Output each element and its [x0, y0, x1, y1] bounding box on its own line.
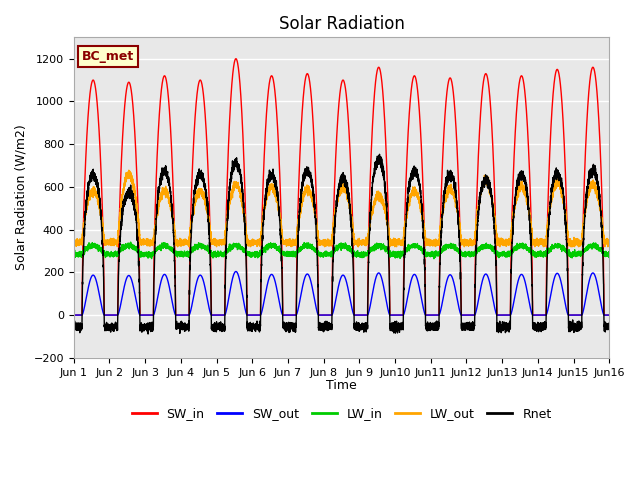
- LW_in: [127, 239, 134, 245]
- LW_out: [605, 240, 613, 246]
- SW_in: [605, 312, 613, 318]
- SW_out: [232, 269, 240, 275]
- LW_in: [430, 256, 438, 262]
- LW_in: [477, 246, 484, 252]
- Line: LW_in: LW_in: [74, 242, 609, 259]
- Legend: SW_in, SW_out, LW_in, LW_out, Rnet: SW_in, SW_out, LW_in, LW_out, Rnet: [127, 403, 557, 425]
- Rnet: [70, 325, 77, 331]
- LW_out: [70, 239, 77, 244]
- SW_in: [461, 312, 469, 318]
- SW_in: [576, 312, 584, 318]
- Rnet: [252, 321, 260, 327]
- SW_out: [323, 312, 331, 318]
- Line: LW_out: LW_out: [74, 170, 609, 247]
- LW_out: [173, 244, 181, 250]
- SW_in: [323, 312, 331, 318]
- SW_out: [252, 312, 260, 318]
- LW_out: [252, 239, 260, 244]
- SW_out: [70, 312, 77, 318]
- Rnet: [461, 327, 469, 333]
- LW_in: [70, 252, 77, 257]
- LW_in: [252, 250, 260, 255]
- Rnet: [144, 331, 152, 337]
- Rnet: [477, 193, 484, 199]
- Rnet: [583, 190, 591, 195]
- LW_out: [477, 192, 484, 197]
- Title: Solar Radiation: Solar Radiation: [278, 15, 404, 33]
- X-axis label: Time: Time: [326, 379, 357, 392]
- SW_out: [476, 288, 484, 293]
- Line: SW_in: SW_in: [74, 59, 609, 315]
- LW_out: [323, 241, 331, 247]
- LW_out: [461, 239, 469, 245]
- LW_out: [577, 238, 584, 244]
- Text: BC_met: BC_met: [82, 50, 134, 63]
- LW_out: [125, 168, 132, 173]
- LW_in: [583, 247, 591, 252]
- Rnet: [605, 322, 613, 328]
- LW_in: [323, 252, 331, 257]
- SW_out: [583, 290, 591, 296]
- LW_out: [583, 199, 591, 205]
- SW_in: [70, 312, 77, 318]
- SW_out: [576, 312, 584, 318]
- Y-axis label: Solar Radiation (W/m2): Solar Radiation (W/m2): [15, 125, 28, 270]
- Line: SW_out: SW_out: [74, 272, 609, 315]
- Rnet: [323, 324, 331, 329]
- Rnet: [577, 325, 584, 331]
- LW_in: [577, 251, 584, 257]
- SW_in: [252, 312, 260, 318]
- Rnet: [376, 151, 383, 157]
- Line: Rnet: Rnet: [74, 154, 609, 334]
- SW_out: [461, 312, 469, 318]
- LW_in: [461, 253, 469, 259]
- SW_in: [583, 121, 591, 127]
- SW_out: [605, 312, 613, 318]
- LW_in: [605, 250, 613, 256]
- SW_in: [476, 115, 484, 120]
- SW_in: [232, 56, 240, 61]
